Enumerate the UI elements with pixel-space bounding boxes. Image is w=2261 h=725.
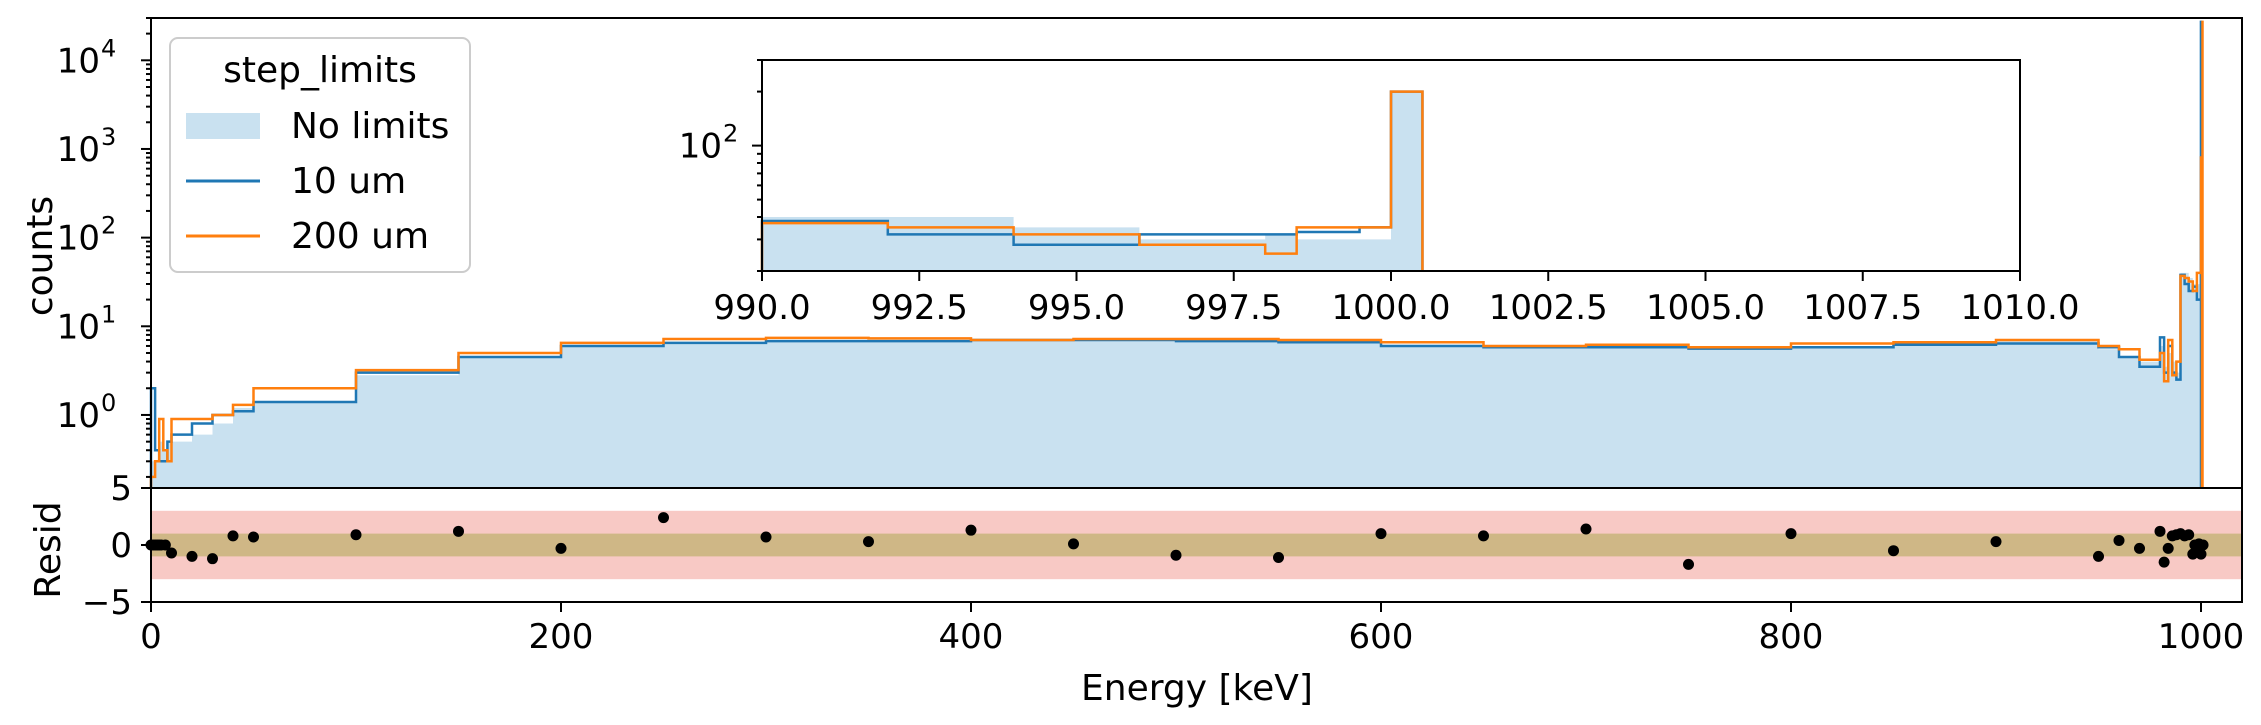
x-tick-label: 800 — [1759, 617, 1824, 657]
one-sigma-band — [151, 533, 2242, 557]
y-tick-exponent: 4 — [101, 34, 116, 62]
inset-x-tick-label: 1005.0 — [1646, 288, 1765, 328]
no-limits-fill — [151, 157, 2203, 489]
y-tick-label: 10 — [57, 219, 100, 259]
residual-point — [658, 512, 669, 524]
residual-x-ticks: 0 200 400 600 800 1000 — [140, 602, 2244, 657]
residual-point — [2134, 542, 2145, 554]
residual-point — [555, 542, 567, 554]
residual-point — [1580, 523, 1592, 535]
x-tick-label: 400 — [939, 617, 1004, 657]
inset-x-tick-label: 992.5 — [871, 288, 968, 328]
residual-point — [1785, 528, 1797, 540]
residual-point — [1478, 530, 1489, 542]
y-tick-exponent: 2 — [101, 212, 116, 240]
residual-y-ticks: 5 0 −5 — [82, 469, 151, 623]
residual-point — [1375, 528, 1387, 540]
legend: step_limits No limits 10 um 200 um — [169, 37, 471, 273]
residual-point — [2183, 529, 2195, 541]
residual-y-axis-label: Resid — [28, 501, 69, 598]
y-tick-label: 10 — [57, 41, 100, 81]
x-tick-label: 200 — [529, 617, 594, 657]
residual-panel: 50−5 0 200 400 600 800 1000 Resid Energy [keV… — [28, 469, 2244, 709]
inset-step-lines — [760, 90, 1424, 271]
residual-point — [2158, 556, 2170, 568]
residual-point — [2154, 525, 2166, 537]
inset-x-tick-label: 990.0 — [713, 288, 810, 328]
residual-point — [1068, 538, 1079, 550]
y-tick-exponent: 1 — [101, 300, 116, 328]
residual-point — [1683, 558, 1694, 570]
residual-point — [227, 530, 239, 542]
residual-point — [166, 547, 177, 559]
y-tick-label: 10 — [57, 396, 100, 436]
y-tick-exponent: 0 — [101, 389, 116, 417]
residual-point — [1888, 545, 1899, 557]
x-tick-label: 600 — [1349, 617, 1414, 657]
inset-y-ticks: 10 2 — [679, 59, 762, 272]
inset-x-tick-label: 1000.0 — [1332, 288, 1451, 328]
y-tick-exponent: 3 — [101, 123, 116, 151]
x-axis-label: Energy [keV] — [1081, 668, 1313, 709]
inset-x-ticks: 990.0 992.5 995.0 997.5 1000.0 1002.5 1005.0 10… — [713, 271, 2079, 328]
inset-line-200um — [760, 90, 1424, 271]
inset-y-tick-exponent: 2 — [723, 120, 738, 148]
legend-swatch-no-limits — [186, 113, 260, 139]
residual-point — [2197, 539, 2209, 551]
inset-x-tick-label: 995.0 — [1028, 288, 1125, 328]
step-lines-layer — [149, 20, 2204, 488]
residual-y-tick-label: 0 — [110, 526, 132, 566]
residual-point — [760, 531, 772, 543]
x-tick-label: 1000 — [2158, 617, 2245, 657]
residual-point — [207, 553, 218, 565]
residual-point — [2093, 550, 2104, 562]
residual-point — [1170, 549, 1182, 561]
residual-point — [186, 550, 198, 562]
inset-x-tick-label: 1002.5 — [1489, 288, 1608, 328]
residual-y-tick-label: −5 — [82, 583, 132, 623]
y-tick-label: 10 — [57, 130, 100, 170]
legend-box — [169, 37, 471, 273]
inset-y-tick-label: 10 — [679, 127, 722, 167]
line-200um — [149, 156, 2204, 488]
inset-x-tick-label: 1010.0 — [1961, 288, 2080, 328]
residual-point — [1273, 552, 1284, 564]
inset-zoom-panel: 990.0 992.5 995.0 997.5 1000.0 1002.5 1005.0 10… — [679, 59, 2079, 328]
residual-point — [453, 525, 464, 537]
residual-points — [145, 512, 2209, 570]
residual-point — [159, 539, 171, 551]
legend-entry-10um: 10 um — [291, 161, 406, 202]
legend-entry-200um: 200 um — [291, 216, 429, 257]
residual-point — [965, 524, 977, 536]
residual-point — [1990, 536, 2002, 548]
residual-point — [2162, 542, 2174, 554]
inset-x-tick-label: 997.5 — [1185, 288, 1282, 328]
x-tick-label: 0 — [140, 617, 162, 657]
residual-y-tick-label: 5 — [110, 469, 132, 509]
residual-point — [350, 529, 362, 541]
residual-point — [248, 531, 259, 543]
inset-x-tick-label: 1007.5 — [1803, 288, 1922, 328]
residual-point — [2113, 534, 2125, 546]
main-y-axis-label: counts — [20, 196, 61, 316]
residual-point — [2195, 548, 2207, 560]
legend-title: step_limits — [223, 50, 417, 91]
legend-entry-no-limits: No limits — [291, 106, 449, 147]
residual-point — [863, 536, 874, 548]
y-tick-label: 10 — [57, 307, 100, 347]
